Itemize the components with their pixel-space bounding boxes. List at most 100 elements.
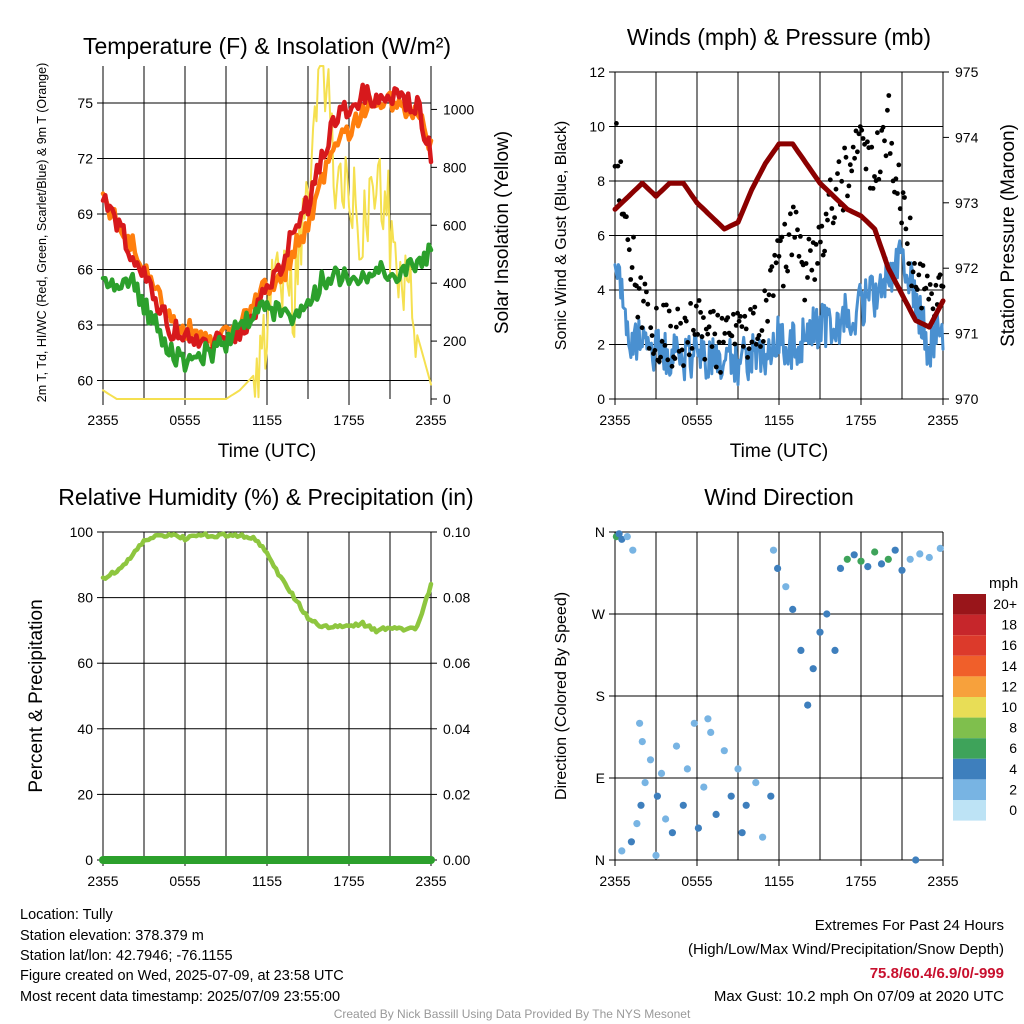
gust-point (919, 305, 924, 311)
gust-point (681, 363, 686, 368)
gust-point (883, 153, 889, 159)
direction-point (720, 747, 728, 755)
created-text: Figure created on Wed, 2025-07-09, at 23… (20, 968, 344, 984)
gust-point (825, 217, 830, 223)
gust-point (698, 310, 703, 315)
gust-point (940, 284, 946, 289)
direction-point (734, 765, 742, 773)
colorbar-swatch (953, 676, 986, 697)
gust-point (659, 339, 665, 344)
gust-point (835, 171, 840, 177)
gust-point (695, 332, 701, 337)
panel-2: 2355 0555 1155 1755 2355 0 2 4 6 8 10 12 970 971 972 97… (553, 24, 1019, 462)
x-tick-label: 1755 (333, 412, 364, 428)
gust-point (739, 324, 745, 329)
direction-point (618, 535, 626, 543)
y-tick-label: 66 (77, 262, 93, 278)
gust-point (625, 237, 631, 243)
direction-point (672, 742, 681, 750)
gust-point (743, 326, 749, 332)
gust-point (696, 298, 702, 303)
colorbar-label: 16 (1001, 637, 1017, 653)
direction-point (843, 555, 851, 563)
gust-point (809, 267, 815, 273)
colorbar-label: 4 (1009, 761, 1017, 777)
gust-point (629, 265, 635, 270)
gust-point (701, 315, 706, 320)
gust-point (752, 304, 758, 310)
direction-point (633, 820, 641, 828)
direction-point (767, 792, 775, 800)
gust-point (806, 236, 812, 242)
y2-tick-label: 973 (955, 195, 979, 211)
gust-point (796, 253, 802, 259)
colorbar-swatch (953, 594, 986, 615)
gust-point (803, 261, 809, 266)
direction-point (629, 546, 637, 554)
gust-point (849, 168, 855, 174)
direction-point (797, 646, 805, 655)
y-axis-label: Direction (Colored By Speed) (553, 592, 570, 800)
colorbar-swatch (953, 758, 986, 780)
gust-point (772, 252, 778, 258)
gust-point (802, 297, 808, 303)
y2-tick-label: 972 (955, 260, 979, 276)
extremes-title: Extremes For Past 24 Hours (814, 917, 1004, 934)
gust-point (702, 356, 708, 362)
direction-point (809, 665, 817, 673)
gust-point (880, 124, 886, 130)
direction-point (752, 779, 760, 787)
direction-point (618, 847, 626, 855)
location-text: Location: Tully (20, 907, 113, 923)
gust-point (705, 331, 711, 337)
x-tick-label: 2355 (415, 412, 446, 428)
series-dewpoint-line (100, 242, 434, 373)
gust-point (745, 355, 750, 360)
panel-1: 2355 0555 1155 1755 2355 60 63 66 69 72 75 0 200 400 6… (35, 33, 513, 462)
series-pressure-line (612, 141, 946, 330)
gust-point (912, 261, 917, 266)
x-tick-label: 1755 (333, 873, 364, 889)
series-temp-line (100, 82, 434, 353)
x-tick-label: 2355 (927, 412, 958, 428)
gust-point (933, 282, 939, 288)
gust-point (614, 121, 619, 126)
x-tick-label: 1155 (764, 412, 794, 428)
gust-point (699, 334, 705, 340)
direction-point (615, 530, 623, 538)
colorbar-label: 14 (1001, 658, 1017, 674)
y2-tick-label: 970 (955, 391, 979, 407)
direction-point (662, 815, 670, 823)
gust-point (678, 320, 683, 326)
gust-point (914, 287, 920, 292)
gust-point (885, 107, 890, 113)
gust-point (780, 283, 786, 289)
direction-point (850, 551, 858, 559)
direction-point (707, 728, 715, 737)
gust-point (819, 223, 825, 229)
gust-point (663, 302, 669, 308)
y-tick-label: 75 (77, 95, 93, 111)
y-tick-label: 80 (77, 590, 93, 606)
gust-point (782, 221, 788, 227)
gust-point (639, 325, 645, 331)
y-tick-label: 0 (597, 391, 605, 407)
credit-text: Created By Nick Bassill Using Data Provi… (333, 1007, 691, 1021)
gust-point (618, 159, 624, 165)
y-tick-label: 40 (77, 721, 93, 737)
direction-point (759, 833, 767, 841)
gust-point (765, 318, 770, 324)
gust-point (937, 272, 943, 278)
gust-point (856, 131, 862, 137)
direction-point (836, 564, 845, 573)
gust-point (872, 174, 877, 179)
colorbar-swatch (953, 697, 986, 718)
direction-point (912, 856, 920, 864)
speed-colorbar: mph 20+ 18 16 14 12 10 8 6 4 2 0 (953, 575, 1018, 821)
gust-point (706, 324, 712, 330)
gust-point (827, 177, 833, 183)
y2-tick-label: 971 (955, 326, 979, 342)
gust-point (693, 303, 699, 309)
gust-point (759, 328, 765, 333)
x-tick-label: 2355 (415, 873, 446, 889)
